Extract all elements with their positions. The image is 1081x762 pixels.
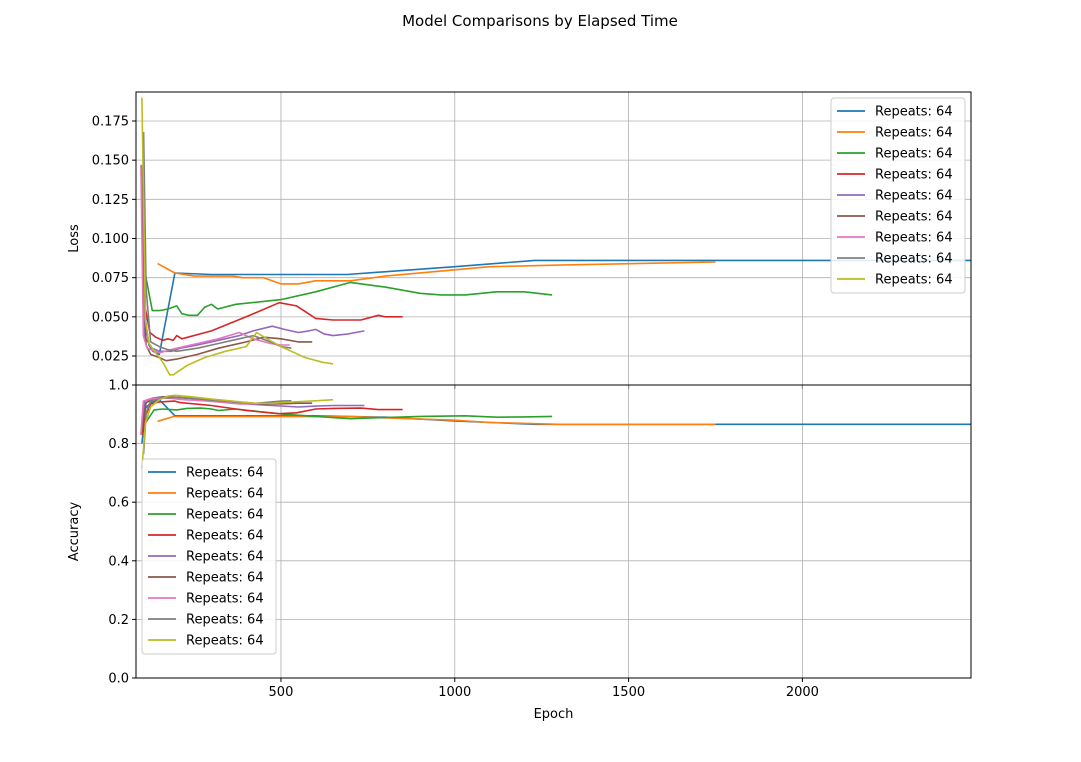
loss-series-line-4	[141, 169, 403, 342]
accuracy-series-line-3	[141, 407, 553, 436]
loss-y-tick-label: 0.075	[92, 271, 129, 286]
accuracy-legend-label-8: Repeats: 64	[186, 613, 264, 628]
loss-series-line-2	[157, 261, 716, 285]
accuracy-series-line-1	[141, 398, 971, 444]
accuracy-legend-label-6: Repeats: 64	[186, 571, 264, 586]
accuracy-axes-frame	[135, 384, 972, 679]
accuracy-legend-label-7: Repeats: 64	[186, 592, 264, 607]
accuracy-y-tick-label: 1.0	[108, 379, 129, 394]
loss-legend: Repeats: 64 Repeats: 64 Repeats: 64 Repeats…	[830, 97, 966, 294]
accuracy-legend-box	[141, 458, 277, 655]
loss-series-line-9	[141, 97, 334, 376]
loss-legend-label-6: Repeats: 64	[875, 210, 953, 225]
loss-series-line-8	[142, 131, 292, 353]
figure-title: Model Comparisons by Elapsed Time	[402, 12, 678, 30]
accuracy-chart: 500 1000 1500 2000 0.0 0.2 0.4 0.6 0.8 1.0 Accurac…	[67, 379, 972, 722]
accuracy-x-tick-label: 500	[269, 685, 294, 700]
loss-series-line-3	[141, 164, 553, 317]
loss-legend-label-3: Repeats: 64	[875, 147, 953, 162]
accuracy-y-tick-label: 0.8	[108, 437, 129, 452]
accuracy-series-line-9	[141, 394, 334, 469]
accuracy-legend-label-5: Repeats: 64	[186, 550, 264, 565]
accuracy-x-axis-label: Epoch	[534, 707, 574, 722]
accuracy-y-tick-label: 0.2	[108, 613, 129, 628]
accuracy-y-axis-label: Accuracy	[67, 502, 82, 562]
accuracy-legend: Repeats: 64 Repeats: 64 Repeats: 64 Repeats…	[141, 458, 277, 655]
loss-series-group	[140, 97, 971, 376]
loss-legend-label-7: Repeats: 64	[875, 231, 953, 246]
loss-series-line-6	[140, 166, 313, 362]
accuracy-x-tick-label: 1000	[438, 685, 471, 700]
loss-legend-label-5: Repeats: 64	[875, 189, 953, 204]
loss-chart: 0.025 0.050 0.075 0.100 0.125 0.150 0.175 Loss R…	[67, 91, 972, 389]
accuracy-x-tick-label: 1500	[612, 685, 645, 700]
accuracy-y-tick-label: 0.0	[108, 672, 129, 687]
loss-legend-label-2: Repeats: 64	[875, 126, 953, 141]
loss-y-tick-label: 0.150	[92, 154, 129, 169]
accuracy-legend-label-2: Repeats: 64	[186, 487, 264, 502]
loss-y-tick-label: 0.175	[92, 114, 129, 129]
loss-y-tick-label: 0.125	[92, 193, 129, 208]
loss-legend-label-8: Repeats: 64	[875, 252, 953, 267]
loss-series-line-7	[140, 164, 290, 354]
loss-y-axis-label: Loss	[67, 224, 82, 253]
loss-legend-label-1: Repeats: 64	[875, 105, 953, 120]
accuracy-y-tick-label: 0.6	[108, 496, 129, 511]
loss-series-line-5	[140, 166, 365, 353]
loss-y-tick-label: 0.050	[92, 310, 129, 325]
accuracy-legend-label-3: Repeats: 64	[186, 508, 264, 523]
accuracy-legend-label-4: Repeats: 64	[186, 529, 264, 544]
loss-legend-label-9: Repeats: 64	[875, 273, 953, 288]
loss-y-tick-label: 0.025	[92, 350, 129, 365]
accuracy-y-tick-label: 0.4	[108, 554, 129, 569]
loss-legend-box	[830, 97, 966, 294]
accuracy-legend-label-9: Repeats: 64	[186, 634, 264, 649]
accuracy-x-tick-label: 2000	[786, 685, 819, 700]
accuracy-series-line-2	[157, 415, 716, 426]
accuracy-series-group	[140, 394, 971, 469]
loss-series-line-1	[141, 166, 971, 356]
accuracy-legend-label-1: Repeats: 64	[186, 466, 264, 481]
loss-y-tick-label: 0.100	[92, 232, 129, 247]
accuracy-series-line-8	[142, 396, 292, 454]
loss-legend-label-4: Repeats: 64	[875, 168, 953, 183]
